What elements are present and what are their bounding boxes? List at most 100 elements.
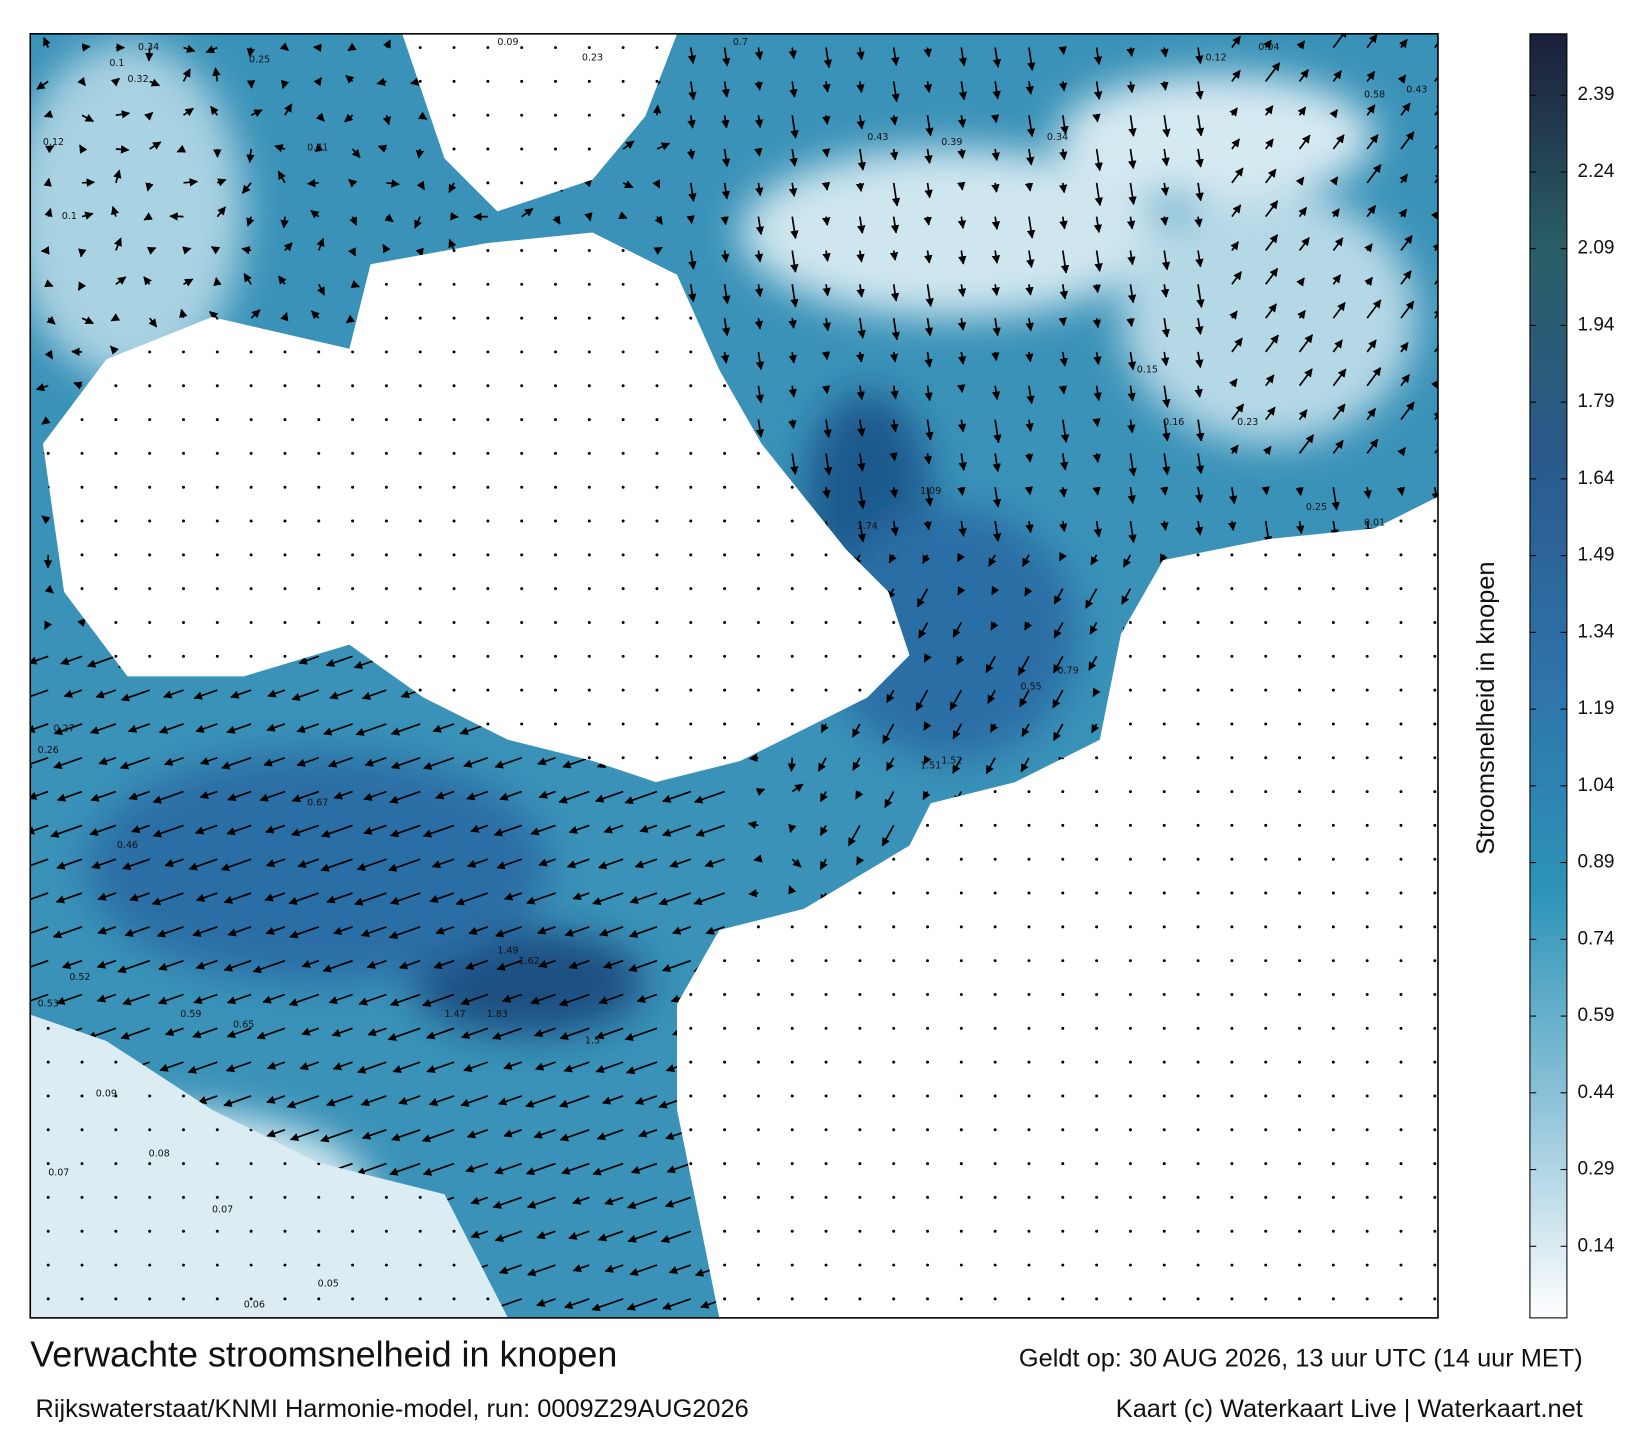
current-arrow bbox=[885, 757, 895, 772]
grid-dot bbox=[689, 1094, 693, 1098]
current-arrow bbox=[652, 179, 661, 189]
current-arrow bbox=[564, 926, 590, 937]
current-arrow bbox=[559, 1128, 590, 1142]
grid-dot bbox=[1095, 1060, 1099, 1064]
grid-dot bbox=[418, 350, 422, 354]
grid-dot bbox=[1399, 1162, 1403, 1166]
grid-dot bbox=[1331, 925, 1335, 929]
grid-dot bbox=[80, 553, 84, 557]
grid-dot bbox=[587, 621, 591, 624]
grid-dot bbox=[587, 384, 591, 388]
current-arrow bbox=[1229, 378, 1238, 388]
grid-dot bbox=[249, 621, 253, 624]
grid-dot bbox=[80, 451, 84, 455]
current-arrow bbox=[1332, 439, 1344, 454]
current-arrow bbox=[320, 858, 353, 872]
grid-dot bbox=[114, 1094, 118, 1098]
speed-label: 0.58 bbox=[1364, 90, 1385, 101]
grid-dot bbox=[384, 451, 388, 455]
grid-dot bbox=[384, 519, 388, 523]
current-arrow bbox=[924, 385, 933, 402]
current-arrow bbox=[558, 993, 590, 1007]
current-arrow bbox=[572, 892, 590, 901]
current-arrow bbox=[1298, 434, 1315, 454]
grid-dot bbox=[215, 1128, 219, 1132]
current-arrow bbox=[991, 351, 1000, 362]
grid-dot bbox=[283, 654, 287, 658]
current-arrow bbox=[296, 756, 320, 767]
current-arrow bbox=[599, 926, 624, 937]
speed-label: 0.1 bbox=[62, 211, 77, 222]
current-arrow bbox=[857, 317, 866, 339]
current-arrow bbox=[538, 858, 556, 867]
grid-dot bbox=[790, 654, 794, 658]
grid-dot bbox=[1365, 587, 1369, 591]
grid-dot bbox=[1433, 925, 1437, 929]
grid-dot bbox=[1298, 1195, 1302, 1199]
grid-dot bbox=[249, 485, 253, 489]
current-arrow bbox=[790, 453, 799, 476]
current-arrow bbox=[332, 926, 353, 935]
current-arrow bbox=[61, 959, 83, 969]
grid-dot bbox=[351, 553, 355, 557]
grid-dot bbox=[520, 113, 524, 117]
grid-dot bbox=[1230, 621, 1234, 624]
current-arrow bbox=[435, 926, 455, 935]
current-arrow bbox=[687, 47, 697, 64]
grid-dot bbox=[1230, 553, 1234, 557]
current-arrow bbox=[1265, 267, 1279, 285]
current-arrow bbox=[925, 115, 934, 137]
current-arrow bbox=[923, 216, 932, 226]
grid-dot bbox=[723, 587, 727, 591]
grid-dot bbox=[1331, 654, 1335, 658]
grid-dot bbox=[1230, 1162, 1234, 1166]
current-arrow bbox=[1297, 309, 1306, 320]
grid-dot bbox=[892, 1128, 896, 1132]
current-arrow bbox=[1024, 486, 1034, 496]
grid-dot bbox=[1027, 1297, 1031, 1301]
grid-dot bbox=[959, 891, 963, 895]
current-arrow bbox=[81, 211, 94, 220]
current-arrow bbox=[45, 145, 55, 154]
grid-dot bbox=[1230, 688, 1234, 692]
current-arrow bbox=[422, 1162, 455, 1176]
grid-dot bbox=[824, 1297, 828, 1301]
grid-dot bbox=[655, 553, 659, 557]
light-patch bbox=[30, 42, 244, 381]
current-arrow bbox=[43, 177, 52, 187]
colorbar-tick-label: 0.14 bbox=[1577, 1235, 1614, 1256]
grid-dot bbox=[1331, 1195, 1335, 1199]
grid-dot bbox=[689, 384, 693, 388]
current-arrow bbox=[1229, 444, 1239, 454]
grid-dot bbox=[723, 1026, 727, 1030]
grid-dot bbox=[926, 1297, 929, 1301]
current-arrow bbox=[496, 858, 522, 870]
grid-dot bbox=[689, 485, 693, 489]
current-arrow bbox=[558, 790, 590, 804]
grid-dot bbox=[486, 282, 490, 286]
current-arrow bbox=[1331, 487, 1340, 511]
grid-dot bbox=[1365, 891, 1369, 895]
current-arrow bbox=[857, 148, 867, 171]
grid-dot bbox=[1027, 1094, 1031, 1098]
grid-dot bbox=[689, 451, 693, 455]
current-arrow bbox=[1265, 62, 1281, 82]
grid-dot bbox=[824, 1229, 828, 1233]
grid-dot bbox=[1298, 1263, 1302, 1267]
current-arrow bbox=[1396, 486, 1406, 496]
colorbar-ticks: 0.140.290.440.590.740.891.041.191.341.49… bbox=[1529, 84, 1615, 1256]
current-arrow bbox=[216, 206, 227, 218]
grid-dot bbox=[114, 384, 118, 388]
grid-dot bbox=[520, 553, 524, 557]
grid-dot bbox=[520, 485, 524, 489]
current-arrow bbox=[315, 143, 324, 153]
grid-dot bbox=[959, 1026, 963, 1030]
grid-dot bbox=[283, 519, 287, 523]
current-arrow bbox=[1332, 70, 1342, 82]
grid-dot bbox=[114, 1060, 118, 1064]
current-arrow bbox=[823, 453, 833, 476]
grid-dot bbox=[1095, 857, 1099, 861]
current-arrow bbox=[1162, 419, 1171, 442]
grid-dot bbox=[756, 621, 760, 624]
grid-dot bbox=[858, 1297, 862, 1301]
